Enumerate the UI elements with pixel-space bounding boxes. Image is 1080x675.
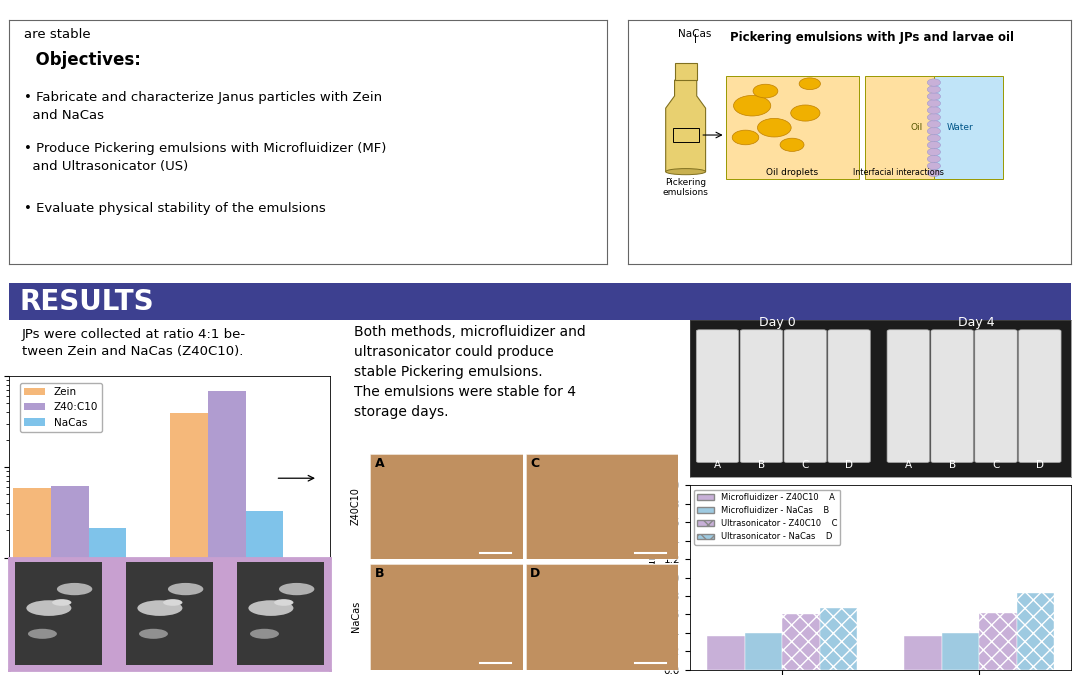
Circle shape (799, 78, 821, 90)
Bar (782, 614, 820, 670)
Bar (51, 486, 89, 675)
Text: NaCas: NaCas (678, 29, 712, 38)
Circle shape (28, 629, 57, 639)
Circle shape (137, 600, 183, 616)
FancyBboxPatch shape (865, 76, 958, 179)
Bar (820, 608, 858, 670)
Text: JPs were collected at ratio 4:1 be-
tween Zein and NaCas (Z40C10).: JPs were collected at ratio 4:1 be- twee… (22, 329, 245, 358)
Bar (904, 636, 942, 670)
FancyBboxPatch shape (15, 562, 102, 665)
Polygon shape (665, 80, 705, 171)
Legend: Microfluidizer - Z40C10    A, Microfluidizer - NaCas    B, Ultrasonicator - Z40C: Microfluidizer - Z40C10 A, Microfluidize… (694, 489, 840, 545)
Legend: Zein, Z40:C10, NaCas: Zein, Z40:C10, NaCas (21, 383, 103, 432)
FancyBboxPatch shape (931, 330, 973, 462)
Text: Oil: Oil (910, 123, 922, 132)
FancyBboxPatch shape (887, 330, 930, 462)
Circle shape (928, 148, 941, 156)
Circle shape (249, 629, 279, 639)
FancyBboxPatch shape (975, 330, 1017, 462)
Text: D: D (1036, 460, 1044, 470)
Bar (980, 612, 1016, 670)
Text: Day 0: Day 0 (759, 317, 796, 329)
Bar (245, 510, 283, 675)
Text: D: D (846, 460, 853, 470)
FancyBboxPatch shape (934, 76, 1002, 179)
FancyBboxPatch shape (740, 330, 783, 462)
Text: A: A (375, 457, 384, 470)
FancyBboxPatch shape (1018, 330, 1061, 462)
Circle shape (248, 600, 294, 616)
Bar (89, 529, 126, 675)
Circle shape (791, 105, 820, 121)
Circle shape (139, 629, 167, 639)
Circle shape (928, 113, 941, 121)
Text: Z40C10: Z40C10 (351, 487, 361, 525)
Text: C: C (993, 460, 1000, 470)
Text: Objectives:: Objectives: (24, 51, 140, 69)
Circle shape (928, 121, 941, 128)
Circle shape (753, 84, 778, 98)
Text: are stable: are stable (24, 28, 91, 40)
Text: Water: Water (947, 123, 974, 132)
Circle shape (52, 599, 71, 606)
Circle shape (928, 162, 941, 169)
Circle shape (780, 138, 804, 151)
Text: Pickering
emulsions: Pickering emulsions (663, 178, 708, 197)
Bar (1016, 593, 1054, 670)
FancyBboxPatch shape (238, 562, 324, 665)
Circle shape (928, 155, 941, 163)
FancyBboxPatch shape (126, 562, 213, 665)
Text: • Produce Pickering emulsions with Microfluidizer (MF)
  and Ultrasonicator (US): • Produce Pickering emulsions with Micro… (24, 142, 386, 173)
Circle shape (928, 169, 941, 177)
Text: B: B (948, 460, 956, 470)
Text: RESULTS: RESULTS (19, 288, 153, 316)
Text: • Evaluate physical stability of the emulsions: • Evaluate physical stability of the emu… (24, 202, 325, 215)
FancyBboxPatch shape (828, 330, 870, 462)
Text: B: B (758, 460, 765, 470)
Circle shape (163, 599, 183, 606)
Circle shape (57, 583, 92, 595)
Text: Interfacial interactions: Interfacial interactions (853, 167, 944, 177)
Text: Pickering emulsions with JPs and larvae oil: Pickering emulsions with JPs and larvae … (730, 31, 1014, 45)
Circle shape (928, 134, 941, 142)
Circle shape (928, 92, 941, 100)
Text: C: C (530, 457, 539, 470)
Text: NaCas: NaCas (351, 601, 361, 632)
Circle shape (928, 100, 941, 107)
Text: A: A (714, 460, 721, 470)
Circle shape (757, 118, 792, 137)
Text: B: B (375, 567, 384, 580)
Circle shape (928, 107, 941, 114)
Circle shape (928, 86, 941, 93)
FancyBboxPatch shape (697, 330, 739, 462)
Text: Oil droplets: Oil droplets (766, 167, 819, 177)
Circle shape (928, 128, 941, 135)
Bar (942, 632, 980, 670)
Text: A: A (905, 460, 912, 470)
Text: • Fabricate and characterize Janus particles with Zein
  and NaCas: • Fabricate and characterize Janus parti… (24, 91, 381, 121)
Circle shape (274, 599, 294, 606)
Circle shape (928, 79, 941, 86)
Y-axis label: D[3,2] (μm): D[3,2] (μm) (648, 545, 658, 610)
Text: C: C (801, 460, 809, 470)
FancyBboxPatch shape (784, 330, 826, 462)
Circle shape (733, 95, 771, 116)
FancyBboxPatch shape (726, 76, 859, 179)
Bar (208, 392, 245, 675)
Text: D: D (530, 567, 540, 580)
Text: Both methods, microfluidizer and
ultrasonicator could produce
stable Pickering e: Both methods, microfluidizer and ultraso… (354, 325, 586, 419)
Circle shape (26, 600, 71, 616)
Bar (745, 632, 782, 670)
Text: Day 4: Day 4 (958, 317, 995, 329)
Ellipse shape (665, 169, 705, 175)
Circle shape (167, 583, 203, 595)
Circle shape (732, 130, 759, 145)
Bar (13, 489, 51, 675)
Bar (707, 636, 745, 670)
Polygon shape (675, 63, 697, 80)
Circle shape (928, 141, 941, 148)
Bar (171, 413, 208, 675)
Circle shape (279, 583, 314, 595)
